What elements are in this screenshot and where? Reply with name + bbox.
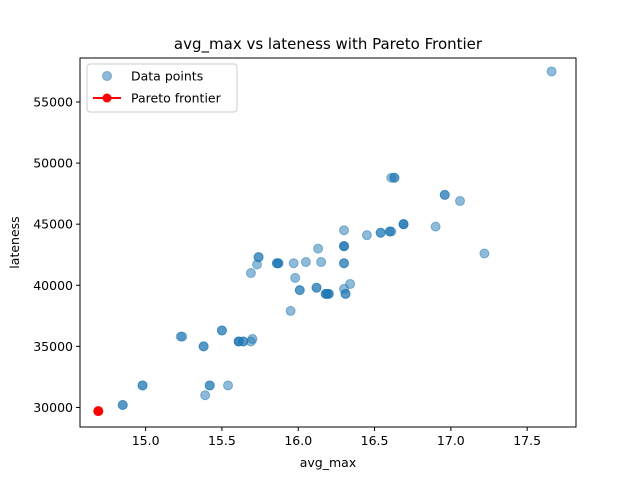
y-tick-label: 30000 — [33, 400, 73, 415]
data-point — [361, 230, 372, 241]
data-point — [223, 380, 234, 391]
legend-data-points-label: Data points — [131, 69, 203, 84]
y-axis-label: lateness — [7, 216, 22, 268]
legend-pareto-label: Pareto frontier — [131, 91, 222, 106]
data-point — [204, 380, 215, 391]
data-point — [389, 172, 400, 183]
data-point — [300, 257, 311, 268]
legend: Data points Pareto frontier — [86, 63, 238, 113]
legend-box — [86, 63, 238, 113]
data-point — [273, 258, 284, 269]
data-point — [216, 325, 227, 336]
x-tick-label: 16.5 — [361, 433, 389, 448]
data-point — [177, 331, 188, 342]
x-tick-label: 17.0 — [437, 433, 465, 448]
plot-area-frame — [79, 57, 577, 428]
data-point — [398, 219, 409, 230]
data-point — [245, 268, 256, 279]
data-point — [117, 400, 128, 411]
data-point — [386, 226, 397, 237]
data-point — [316, 257, 327, 268]
data-point — [285, 305, 296, 316]
x-tick-label: 15.0 — [132, 433, 160, 448]
x-tick-label: 16.0 — [284, 433, 312, 448]
y-tick-label: 40000 — [33, 278, 73, 293]
chart-title: avg_max vs lateness with Pareto Frontier — [174, 35, 483, 54]
data-point — [375, 227, 386, 238]
data-point — [323, 288, 334, 299]
data-point — [200, 390, 211, 401]
x-tick-label: 15.5 — [208, 433, 236, 448]
data-point — [339, 241, 350, 252]
data-point — [137, 380, 148, 391]
data-point — [288, 258, 299, 269]
x-axis-label: avg_max — [300, 455, 356, 470]
data-point — [247, 334, 258, 345]
data-points-layer — [117, 66, 557, 411]
x-tick-label: 17.5 — [513, 433, 541, 448]
y-tick-label: 45000 — [33, 217, 73, 232]
data-point — [439, 189, 450, 200]
data-point — [479, 248, 490, 259]
legend-pareto-marker — [102, 93, 112, 103]
data-point — [253, 252, 264, 263]
x-axis-ticks: 15.0 15.5 16.0 16.5 17.0 17.5 — [132, 427, 541, 448]
pareto-frontier-layer — [93, 406, 104, 417]
data-point — [430, 221, 441, 232]
y-tick-label: 35000 — [33, 339, 73, 354]
data-point — [313, 243, 324, 254]
data-point — [294, 285, 305, 296]
data-point — [339, 258, 350, 269]
legend-data-points-marker — [102, 71, 112, 81]
data-point — [290, 272, 301, 283]
data-point — [198, 341, 209, 352]
data-point — [339, 225, 350, 236]
y-tick-label: 55000 — [33, 94, 73, 109]
data-point — [455, 195, 466, 206]
y-tick-label: 50000 — [33, 156, 73, 171]
y-axis-ticks: 30000 35000 40000 45000 50000 55000 — [33, 94, 80, 415]
pareto-frontier-point — [93, 406, 104, 417]
data-point — [546, 66, 557, 77]
data-point — [345, 279, 356, 290]
data-point — [340, 288, 351, 299]
data-point — [311, 282, 322, 293]
